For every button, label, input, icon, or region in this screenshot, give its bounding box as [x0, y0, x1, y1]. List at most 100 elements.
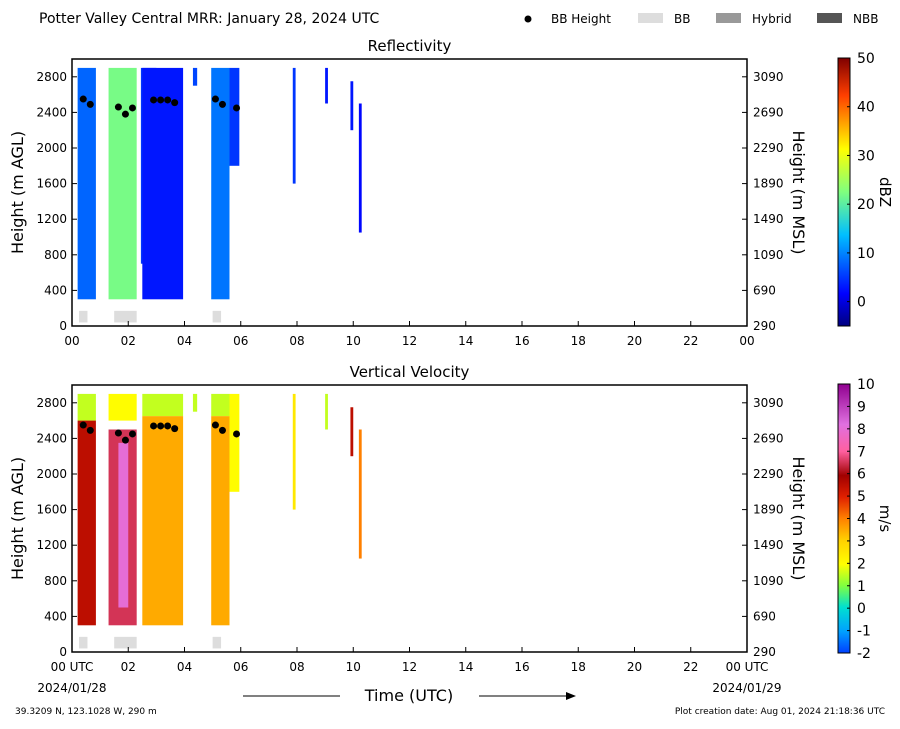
- x-tick-label: 00 UTC: [726, 660, 769, 674]
- y-tick-label: 0: [59, 645, 67, 659]
- x-tick-label: 14: [458, 334, 473, 348]
- colorbar-label: dBZ: [876, 177, 894, 207]
- right-y-axis-label: Height (m MSL): [789, 130, 808, 254]
- colorbar-tick-label: -2: [857, 646, 871, 662]
- echo-column: [292, 393, 296, 510]
- colorbar-tick-label: -1: [857, 624, 871, 640]
- colorbar: [837, 57, 851, 327]
- legend: BB Height BB Hybrid NBB: [524, 12, 878, 26]
- legend-label: BB Height: [551, 12, 611, 26]
- colorbar-tick-label: 0: [857, 295, 866, 311]
- echo-column: [211, 416, 230, 626]
- colorbar-tick-label: 7: [857, 444, 866, 460]
- right-y-axis-label: Height (m MSL): [789, 456, 808, 580]
- echo-column: [142, 393, 184, 417]
- right-y-tick-label: 1890: [753, 177, 784, 191]
- x-tick-label: 06: [233, 660, 248, 674]
- x-tick-label: 08: [289, 334, 304, 348]
- echo-column: [142, 67, 184, 300]
- y-axis-label: Height (m AGL): [8, 131, 27, 254]
- echo-column: [350, 407, 354, 457]
- y-tick-label: 800: [44, 574, 67, 588]
- colorbar-tick-label: 4: [857, 512, 866, 528]
- right-y-tick-label: 2690: [753, 105, 784, 119]
- colorbar-label: m/s: [876, 505, 894, 533]
- colorbar-tick-label: 9: [857, 399, 866, 415]
- x-tick-label: 02: [121, 334, 136, 348]
- y-tick-label: 2000: [36, 141, 67, 155]
- location-label: 39.3209 N, 123.1028 W, 290 m: [15, 707, 157, 717]
- bb-height-point: [218, 100, 226, 108]
- echo-column: [325, 67, 328, 104]
- right-y-tick-label: 3090: [753, 70, 784, 84]
- echo-column: [229, 67, 240, 166]
- y-tick-label: 400: [44, 283, 67, 297]
- y-tick-label: 2800: [36, 70, 67, 84]
- creation-date-label: Plot creation date: Aug 01, 2024 21:18:3…: [675, 707, 885, 717]
- bb-flag-box: [79, 636, 88, 649]
- bb-height-point: [157, 422, 165, 430]
- colorbar-tick-label: 8: [857, 422, 866, 438]
- x-tick-label: 06: [233, 334, 248, 348]
- colorbar-tick-label: 50: [857, 51, 875, 67]
- x-tick-label: 22: [683, 334, 698, 348]
- bb-height-point: [128, 104, 136, 112]
- vertical-velocity-panel: Vertical Velocity04008001200160020002400…: [8, 363, 894, 674]
- bb-height-point: [171, 99, 179, 107]
- echo-column: [77, 420, 96, 626]
- colorbar-tick-label: 1: [857, 579, 866, 595]
- right-y-tick-label: 1490: [753, 538, 784, 552]
- y-tick-label: 0: [59, 319, 67, 333]
- echo-column: [108, 393, 137, 421]
- x-tick-label: 14: [458, 660, 473, 674]
- echo-column: [358, 429, 362, 559]
- colorbar-tick-label: 6: [857, 467, 866, 483]
- right-y-tick-label: 1490: [753, 212, 784, 226]
- y-tick-label: 2000: [36, 467, 67, 481]
- x-tick-label: 10: [346, 660, 361, 674]
- right-y-tick-label: 690: [753, 283, 776, 297]
- y-tick-label: 2800: [36, 396, 67, 410]
- colorbar-tick-label: 0: [857, 601, 866, 617]
- echo-column: [292, 67, 296, 184]
- legend-label: Hybrid: [752, 12, 792, 26]
- bb-height-point: [114, 429, 122, 437]
- y-tick-label: 800: [44, 248, 67, 262]
- x-tick-label: 00: [64, 334, 79, 348]
- bb-height-point: [121, 436, 129, 444]
- y-tick-label: 1600: [36, 503, 67, 517]
- y-tick-label: 2400: [36, 105, 67, 119]
- colorbar-tick-label: 10: [857, 246, 875, 262]
- bb-flag-box: [79, 310, 88, 323]
- y-tick-label: 2400: [36, 431, 67, 445]
- y-axis-label: Height (m AGL): [8, 457, 27, 580]
- echo-column: [192, 67, 198, 86]
- legend-label: NBB: [853, 12, 878, 26]
- bb-height-point: [86, 100, 94, 108]
- right-y-tick-label: 2290: [753, 141, 784, 155]
- bb-flag-box: [114, 636, 137, 649]
- x-tick-label: 04: [177, 660, 192, 674]
- right-y-tick-label: 1890: [753, 503, 784, 517]
- x-tick-label: 20: [627, 660, 642, 674]
- bb-height-point: [79, 95, 87, 103]
- reflectivity-panel: Reflectivity0400800120016002000240028002…: [8, 37, 894, 348]
- y-tick-label: 400: [44, 609, 67, 623]
- y-tick-label: 1200: [36, 212, 67, 226]
- echo-column: [211, 67, 230, 300]
- bb-height-point: [164, 422, 172, 430]
- bb-height-point: [218, 426, 226, 434]
- bb-height-point: [79, 421, 87, 429]
- plot-title: Potter Valley Central MRR: January 28, 2…: [39, 11, 379, 27]
- bb-flag-box: [212, 310, 222, 323]
- right-y-tick-label: 1090: [753, 574, 784, 588]
- bb-height-point: [164, 96, 172, 104]
- panel-title: Vertical Velocity: [350, 363, 470, 381]
- echo-column: [118, 442, 129, 608]
- x-tick-label: 12: [402, 660, 417, 674]
- right-y-tick-label: 290: [753, 645, 776, 659]
- legend-label: BB: [674, 12, 690, 26]
- colorbar-tick-label: 2: [857, 556, 866, 572]
- end-date-label: 2024/01/29: [712, 681, 781, 695]
